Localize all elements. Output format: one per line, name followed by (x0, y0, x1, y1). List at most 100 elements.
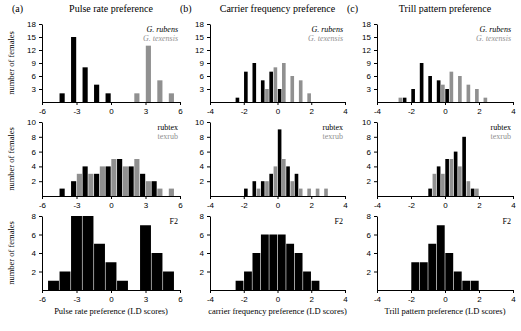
bar (399, 98, 403, 102)
tick-label: 8 (367, 212, 372, 221)
tick: -2 (241, 290, 249, 304)
tick-label: -4 (374, 295, 382, 304)
tick-label: -3 (73, 107, 81, 116)
tick: 12 (362, 46, 377, 55)
bar (295, 253, 303, 290)
tick: 8 (32, 133, 42, 142)
bar (479, 102, 483, 103)
y-axis: 369121518 (362, 20, 377, 102)
bar (129, 102, 134, 103)
tick: 2 (32, 177, 42, 186)
bar (157, 189, 162, 196)
tick-mark (445, 102, 446, 105)
plot-area (48, 216, 174, 290)
bar (492, 196, 496, 197)
bar (450, 159, 454, 196)
panel: -4-2024369121518(b)Carrier frequency pre… (180, 3, 348, 116)
tick-label: 6 (200, 148, 205, 157)
bar (411, 262, 419, 290)
tick: 3 (144, 290, 149, 304)
bar (303, 196, 307, 197)
bar (471, 102, 475, 103)
tick-mark (244, 102, 245, 105)
bar (324, 189, 328, 196)
bar (394, 102, 398, 103)
tick-label: -4 (207, 295, 215, 304)
tick-label: -3 (73, 201, 81, 210)
bar (157, 80, 162, 102)
tick-mark (146, 196, 147, 199)
tick-label: 8 (32, 212, 37, 221)
tick: 18 (27, 20, 42, 29)
bar (83, 216, 94, 290)
bar (467, 85, 471, 102)
tick-label: 6 (367, 148, 372, 157)
bar (278, 235, 286, 291)
tick: 8 (367, 133, 377, 142)
tick-label: 4 (200, 249, 205, 258)
bar (111, 159, 116, 196)
tick: 0 (276, 290, 281, 304)
bar (407, 102, 411, 103)
y-axis: 246810 (362, 118, 377, 196)
tick: 4 (343, 102, 348, 116)
tick-mark (311, 290, 312, 293)
tick: 0 (109, 102, 114, 116)
tick-mark (513, 102, 514, 105)
axis-line (42, 217, 43, 291)
x-axis-title: Trill pattern preference (LD scores) (385, 306, 506, 316)
tick-mark (77, 290, 78, 293)
bar (445, 159, 449, 196)
bar (123, 166, 128, 196)
tick-label: 0 (276, 201, 281, 210)
tick: 12 (195, 46, 210, 55)
tick-mark (479, 196, 480, 199)
legend: F2 (170, 217, 178, 226)
tick-mark (445, 290, 446, 293)
tick: 4 (200, 249, 210, 258)
tick-label: 8 (367, 133, 372, 142)
tick-label: -2 (241, 295, 249, 304)
bar (274, 67, 278, 102)
tick: 12 (27, 46, 42, 55)
legend-entry: F2 (335, 217, 343, 226)
tick: 10 (195, 118, 210, 127)
panel: -4-2024246810rubtextexrub (195, 118, 348, 210)
bar (240, 196, 244, 197)
tick-label: 9 (200, 59, 205, 68)
tick-mark (479, 290, 480, 293)
tick-label: -4 (374, 107, 382, 116)
tick-label: 2 (367, 268, 372, 277)
tick-mark (180, 196, 181, 199)
tick: 2 (310, 102, 315, 116)
tick: -6 (39, 102, 47, 116)
bar (424, 102, 428, 103)
tick-mark (39, 50, 42, 51)
tick-mark (374, 89, 377, 90)
x-axis: -4-2024 (374, 196, 516, 210)
tick-label: 12 (362, 46, 371, 55)
tick: -2 (241, 102, 249, 116)
tick-mark (345, 196, 346, 199)
tick: 9 (367, 59, 377, 68)
tick: 15 (27, 33, 42, 42)
legend-entry: texrub (158, 132, 178, 141)
bar (312, 102, 316, 103)
bar (71, 216, 82, 290)
axis-line (42, 25, 43, 103)
tick-mark (244, 290, 245, 293)
tick-label: 6 (200, 72, 205, 81)
tick-mark (207, 253, 210, 254)
tick-label: 0 (276, 295, 281, 304)
tick: 4 (343, 196, 348, 210)
legend-entry: rubtex (491, 123, 511, 132)
tick-label: 2 (477, 295, 482, 304)
bar (312, 281, 320, 290)
plot-area (236, 235, 320, 291)
bar (60, 272, 71, 291)
bar (428, 76, 432, 102)
tick-label: -2 (408, 295, 416, 304)
bar (252, 181, 256, 196)
bar (437, 80, 441, 102)
tick: -4 (207, 290, 215, 304)
